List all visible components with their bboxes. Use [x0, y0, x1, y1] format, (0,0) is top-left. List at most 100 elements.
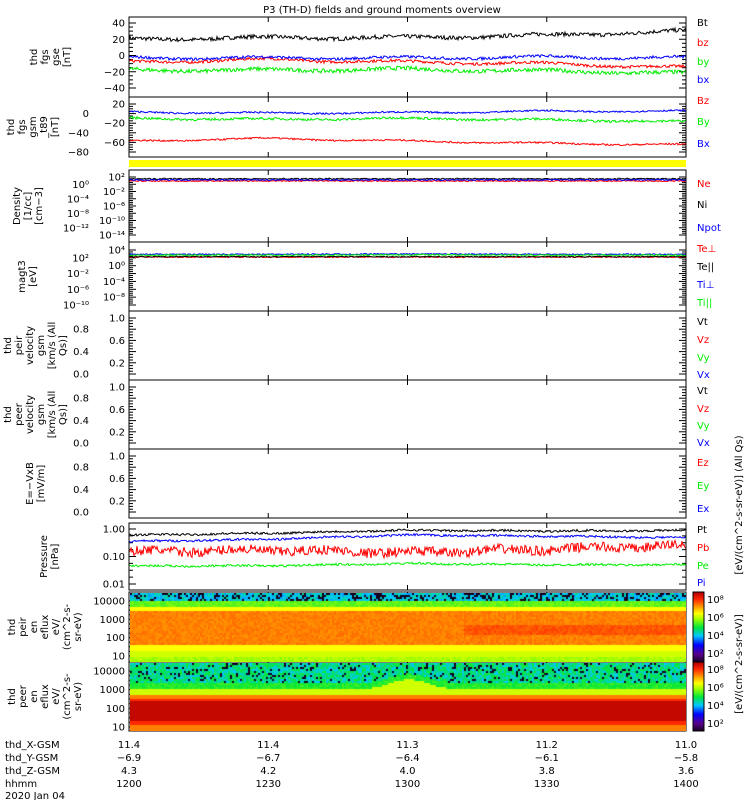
y-axis-label-line: (cm^2-s-	[62, 673, 73, 720]
colorbar-step	[693, 602, 704, 604]
colorbar-step	[693, 665, 704, 667]
colorbar-tick-label: 10²	[707, 649, 724, 660]
colorbar-step	[693, 691, 704, 693]
colorbar-tick-label: 10²	[707, 719, 724, 730]
colorbar-step	[693, 687, 704, 689]
y-axis-label-line: (cm^2-s-	[62, 603, 73, 651]
x-tick-value: 4.0	[400, 766, 416, 777]
y-tick-label: 100	[106, 704, 125, 715]
colorbar-step	[693, 679, 704, 681]
colorbar-step	[693, 598, 704, 600]
legend-Ni: Ni	[697, 200, 707, 211]
y-tick-label: 0.6	[109, 336, 125, 347]
legend-Pt: Pt	[697, 525, 707, 536]
colorbar-step	[693, 636, 704, 638]
legend-Vy: Vy	[697, 421, 710, 432]
y-tick-label: 10²	[72, 253, 89, 264]
x-row-label: thd_Y-GSM	[5, 753, 58, 764]
y-tick-label: 0.4	[73, 416, 89, 427]
panel-density	[128, 169, 687, 243]
electron-energy-spectrogram	[130, 663, 686, 731]
colorbar-step	[693, 710, 704, 712]
panel-fgs_gsm	[128, 96, 687, 158]
colorbar-label-2: [eV/(cm^2-s-sr-eV)] (All Qs)	[734, 435, 745, 574]
y-tick-label: −60	[104, 138, 125, 149]
y-tick-label: 0	[119, 51, 125, 62]
x-tick-value: 1200	[116, 779, 141, 790]
colorbar-step	[693, 704, 704, 706]
series-line-By	[128, 115, 687, 124]
y-tick-label: 10⁻¹⁰	[63, 301, 89, 312]
y-axis-label-line: [km/s (All Qs)]	[47, 390, 69, 439]
colorbar-step	[693, 592, 704, 594]
y-tick-label: 0.8	[73, 394, 89, 405]
legend-Te⊥: Te⊥	[696, 244, 716, 255]
y-tick-label: 0.10	[103, 552, 125, 563]
y-axis-label-line: thd	[29, 48, 40, 66]
colorbar-step	[693, 672, 704, 674]
y-axis-label-peir_velocity: thd peir velocity gsm [km/s (All Qs)]	[2, 311, 70, 380]
x-tick-value: 3.6	[678, 766, 694, 777]
y-axis-label-peer_velocity: thd peer velocity gsm [km/s (All Qs)]	[2, 380, 70, 449]
panel-frame	[128, 448, 687, 519]
y-tick-label: −20	[104, 67, 125, 78]
colorbar-step	[693, 653, 704, 655]
x-tick-value: 4.2	[260, 766, 276, 777]
y-axis-label-line: [nPa]	[50, 543, 61, 570]
colorbar-step	[693, 651, 704, 653]
colorbar-step	[693, 690, 704, 692]
colorbar-step	[693, 647, 704, 649]
colorbar-step	[693, 600, 704, 602]
colorbar-step	[693, 720, 704, 722]
y-tick-label: 10⁻²	[103, 187, 125, 198]
x-tick-value: 1300	[395, 779, 420, 790]
colorbar-step	[693, 658, 704, 660]
colorbar-step	[693, 615, 704, 617]
colorbar-step	[693, 594, 704, 596]
legend-Vz: Vz	[697, 404, 709, 415]
series-line-Ni	[129, 177, 687, 181]
x-tick-value: 11.3	[396, 740, 418, 751]
colorbar-step	[693, 638, 704, 640]
y-axis-label-line: [cm−3]	[33, 187, 45, 225]
colorbar-step	[693, 652, 704, 654]
colorbar-step	[693, 614, 704, 616]
y-axis-label-line: E=−VxB	[25, 462, 36, 505]
series-line-bz	[128, 56, 687, 70]
panel-frame	[128, 241, 687, 312]
colorbar-step	[693, 607, 704, 609]
colorbar-step	[693, 599, 704, 601]
colorbar-step	[693, 619, 704, 621]
x-tick-value: 3.8	[539, 766, 555, 777]
y-axis-label-line: en	[29, 690, 40, 703]
colorbar-tick-label: 10⁴	[707, 631, 724, 642]
panel-frame	[128, 96, 687, 158]
colorbar-step	[693, 729, 704, 731]
legend-Vx: Vx	[697, 438, 710, 449]
colorbar-electron	[692, 661, 705, 732]
colorbar-step	[693, 712, 704, 714]
y-tick-label: 10⁻¹²	[63, 223, 89, 234]
colorbar-step	[693, 667, 704, 669]
y-tick-label: 10⁻⁸	[103, 293, 125, 304]
panel-temperature	[128, 241, 687, 312]
colorbar-step	[693, 646, 704, 648]
y-axis-label-line: velocity	[25, 325, 36, 366]
y-axis-label-line: Pressure	[39, 535, 50, 578]
series-line-Pb	[128, 539, 687, 560]
colorbar-step	[693, 708, 704, 710]
y-axis-label-line: gsm	[27, 116, 39, 138]
y-axis-label-line: eV/	[51, 618, 62, 636]
legend-Vy: Vy	[697, 353, 710, 364]
colorbar-step	[693, 668, 704, 670]
colorbar-frame	[692, 661, 705, 732]
legend-bz: bz	[697, 38, 709, 49]
y-axis-label-fgs_gse: thd fgs gse [nT]	[2, 17, 100, 97]
legend-Pb: Pb	[697, 543, 709, 554]
legend-Ne: Ne	[697, 179, 711, 190]
colorbar-tick-label: 10⁸	[707, 595, 724, 606]
y-tick-label: 0.0	[73, 370, 89, 381]
y-tick-label: 0.6	[109, 474, 125, 485]
colorbar-step	[693, 617, 704, 619]
y-tick-label: −80	[68, 148, 89, 159]
